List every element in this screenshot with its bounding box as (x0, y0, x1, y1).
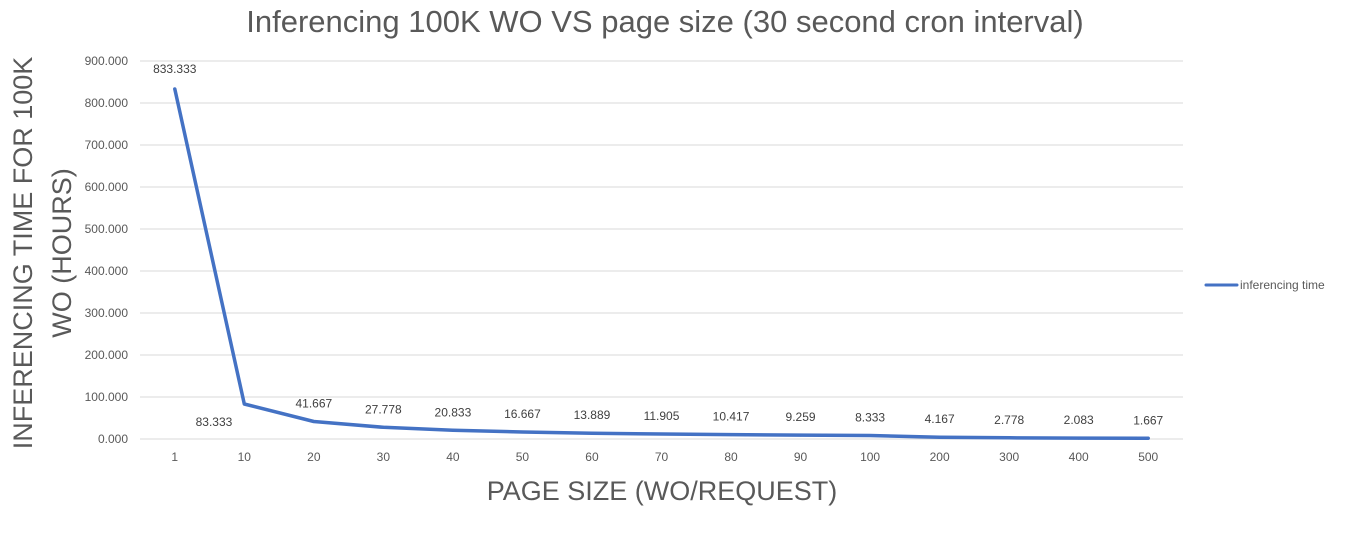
x-tick-label: 10 (238, 450, 252, 464)
y-tick-label: 0.000 (98, 432, 128, 446)
y-tick-label: 600.000 (85, 180, 129, 194)
data-label: 41.667 (295, 396, 332, 410)
data-point (451, 428, 455, 432)
x-tick-label: 100 (860, 450, 880, 464)
data-point (312, 419, 316, 423)
y-tick-label: 400.000 (85, 264, 129, 278)
data-point (1007, 436, 1011, 440)
y-tick-label: 700.000 (85, 138, 129, 152)
data-label: 27.778 (365, 402, 402, 416)
data-label: 833.333 (153, 62, 197, 76)
data-label: 13.889 (574, 408, 611, 422)
x-tick-label: 60 (585, 450, 599, 464)
data-label: 4.167 (925, 412, 955, 426)
data-point (590, 431, 594, 435)
y-tick-label: 900.000 (85, 54, 129, 68)
data-point (799, 433, 803, 437)
x-axis-title: PAGE SIZE (WO/REQUEST) (487, 476, 838, 506)
y-axis-ticks: 0.000 100.000 200.000 300.000 400.000 500.000… (85, 54, 129, 446)
data-point (1077, 436, 1081, 440)
data-point (868, 434, 872, 438)
data-point (729, 433, 733, 437)
data-point (660, 432, 663, 436)
y-tick-label: 100.000 (85, 390, 129, 404)
gridlines (140, 60, 1183, 440)
x-tick-label: 80 (724, 450, 738, 464)
data-point (381, 425, 385, 429)
data-point (242, 402, 246, 406)
x-tick-label: 200 (930, 450, 950, 464)
y-tick-label: 500.000 (85, 222, 129, 236)
x-tick-label: 500 (1138, 450, 1158, 464)
data-label: 16.667 (504, 407, 541, 421)
series-line (173, 87, 1150, 441)
data-label: 10.417 (713, 410, 750, 424)
legend: inferencing time (1204, 278, 1325, 292)
series-lines (173, 87, 1150, 441)
data-point (1146, 436, 1150, 440)
data-labels: 833.333 83.333 41.667 27.778 20.833 16.667 13.… (153, 62, 1164, 429)
data-label: 1.667 (1133, 413, 1163, 427)
data-label: 20.833 (435, 405, 472, 419)
y-axis-title-line-2: WO (HOURS) (47, 168, 77, 337)
x-tick-label: 70 (655, 450, 669, 464)
data-label: 2.083 (1064, 413, 1094, 427)
x-tick-label: 400 (1069, 450, 1089, 464)
y-tick-label: 300.000 (85, 306, 129, 320)
data-label: 9.259 (786, 410, 816, 424)
x-tick-label: 300 (999, 450, 1019, 464)
y-axis-title-line-1: INFERENCING TIME FOR 100K (8, 57, 38, 450)
y-tick-label: 800.000 (85, 96, 129, 110)
x-tick-label: 30 (377, 450, 391, 464)
data-label: 11.905 (644, 409, 680, 423)
chart-title: Inferencing 100K WO VS page size (30 sec… (246, 4, 1083, 39)
y-tick-label: 200.000 (85, 348, 129, 362)
x-tick-label: 90 (794, 450, 808, 464)
x-tick-label: 40 (446, 450, 460, 464)
legend-label: inferencing time (1240, 278, 1325, 292)
data-point (520, 430, 524, 434)
data-point (173, 87, 177, 91)
data-point (938, 435, 942, 439)
x-tick-label: 20 (307, 450, 321, 464)
x-axis-ticks: 1 10 20 30 40 50 60 70 80 90 100 200 300 400 500 (171, 450, 1158, 464)
x-tick-label: 1 (171, 450, 178, 464)
data-label: 8.333 (855, 411, 885, 425)
x-tick-label: 50 (516, 450, 530, 464)
data-label: 2.778 (994, 413, 1024, 427)
data-label: 83.333 (196, 415, 233, 429)
